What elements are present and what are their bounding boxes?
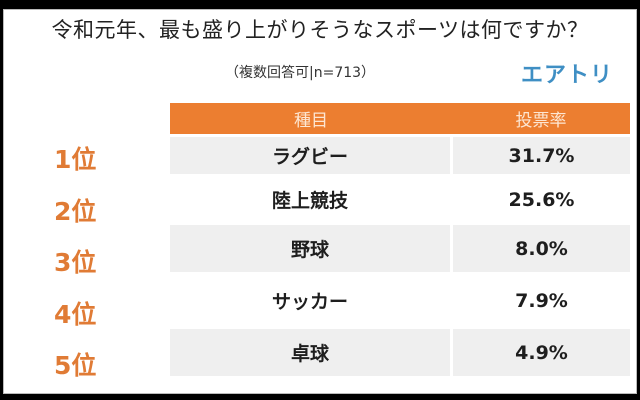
table-row: ラグビー 31.7% xyxy=(170,137,630,174)
rate-cell: 31.7% xyxy=(453,137,630,174)
ranking-table: 種目 投票率 ラグビー 31.7% 陸上競技 25.6% 野球 8.0% サッカ… xyxy=(170,103,630,376)
sport-cell: ラグビー xyxy=(170,137,450,174)
rank-label: 1位 xyxy=(54,145,97,174)
header-sport: 種目 xyxy=(294,111,328,131)
rate-cell: 25.6% xyxy=(508,188,575,211)
rank-label: 3位 xyxy=(54,248,97,277)
rate-cell: 4.9% xyxy=(453,329,630,376)
sport-cell: 卓球 xyxy=(170,329,450,376)
table-row: 陸上競技 25.6% xyxy=(170,174,630,225)
rank-label: 2位 xyxy=(54,197,97,226)
chart-subtitle: （複数回答可|n=713） xyxy=(225,65,376,81)
table-header: 種目 投票率 xyxy=(170,103,630,134)
sport-cell: 野球 xyxy=(170,225,450,272)
rank-label: 5位 xyxy=(54,351,97,380)
rate-cell: 8.0% xyxy=(453,225,630,272)
brand-logo: エアトリ xyxy=(521,63,614,88)
sport-cell: サッカー xyxy=(271,291,348,313)
chart-title: 令和元年、最も盛り上がりそうなスポーツは何ですか？ xyxy=(51,18,589,42)
table-row: サッカー 7.9% xyxy=(170,272,630,329)
table-row: 卓球 4.9% xyxy=(170,329,630,376)
rank-label: 4位 xyxy=(54,300,97,329)
rate-cell: 7.9% xyxy=(515,289,568,312)
sport-cell: 陸上競技 xyxy=(271,190,348,212)
table-row: 野球 8.0% xyxy=(170,225,630,272)
header-rate: 投票率 xyxy=(515,111,567,131)
